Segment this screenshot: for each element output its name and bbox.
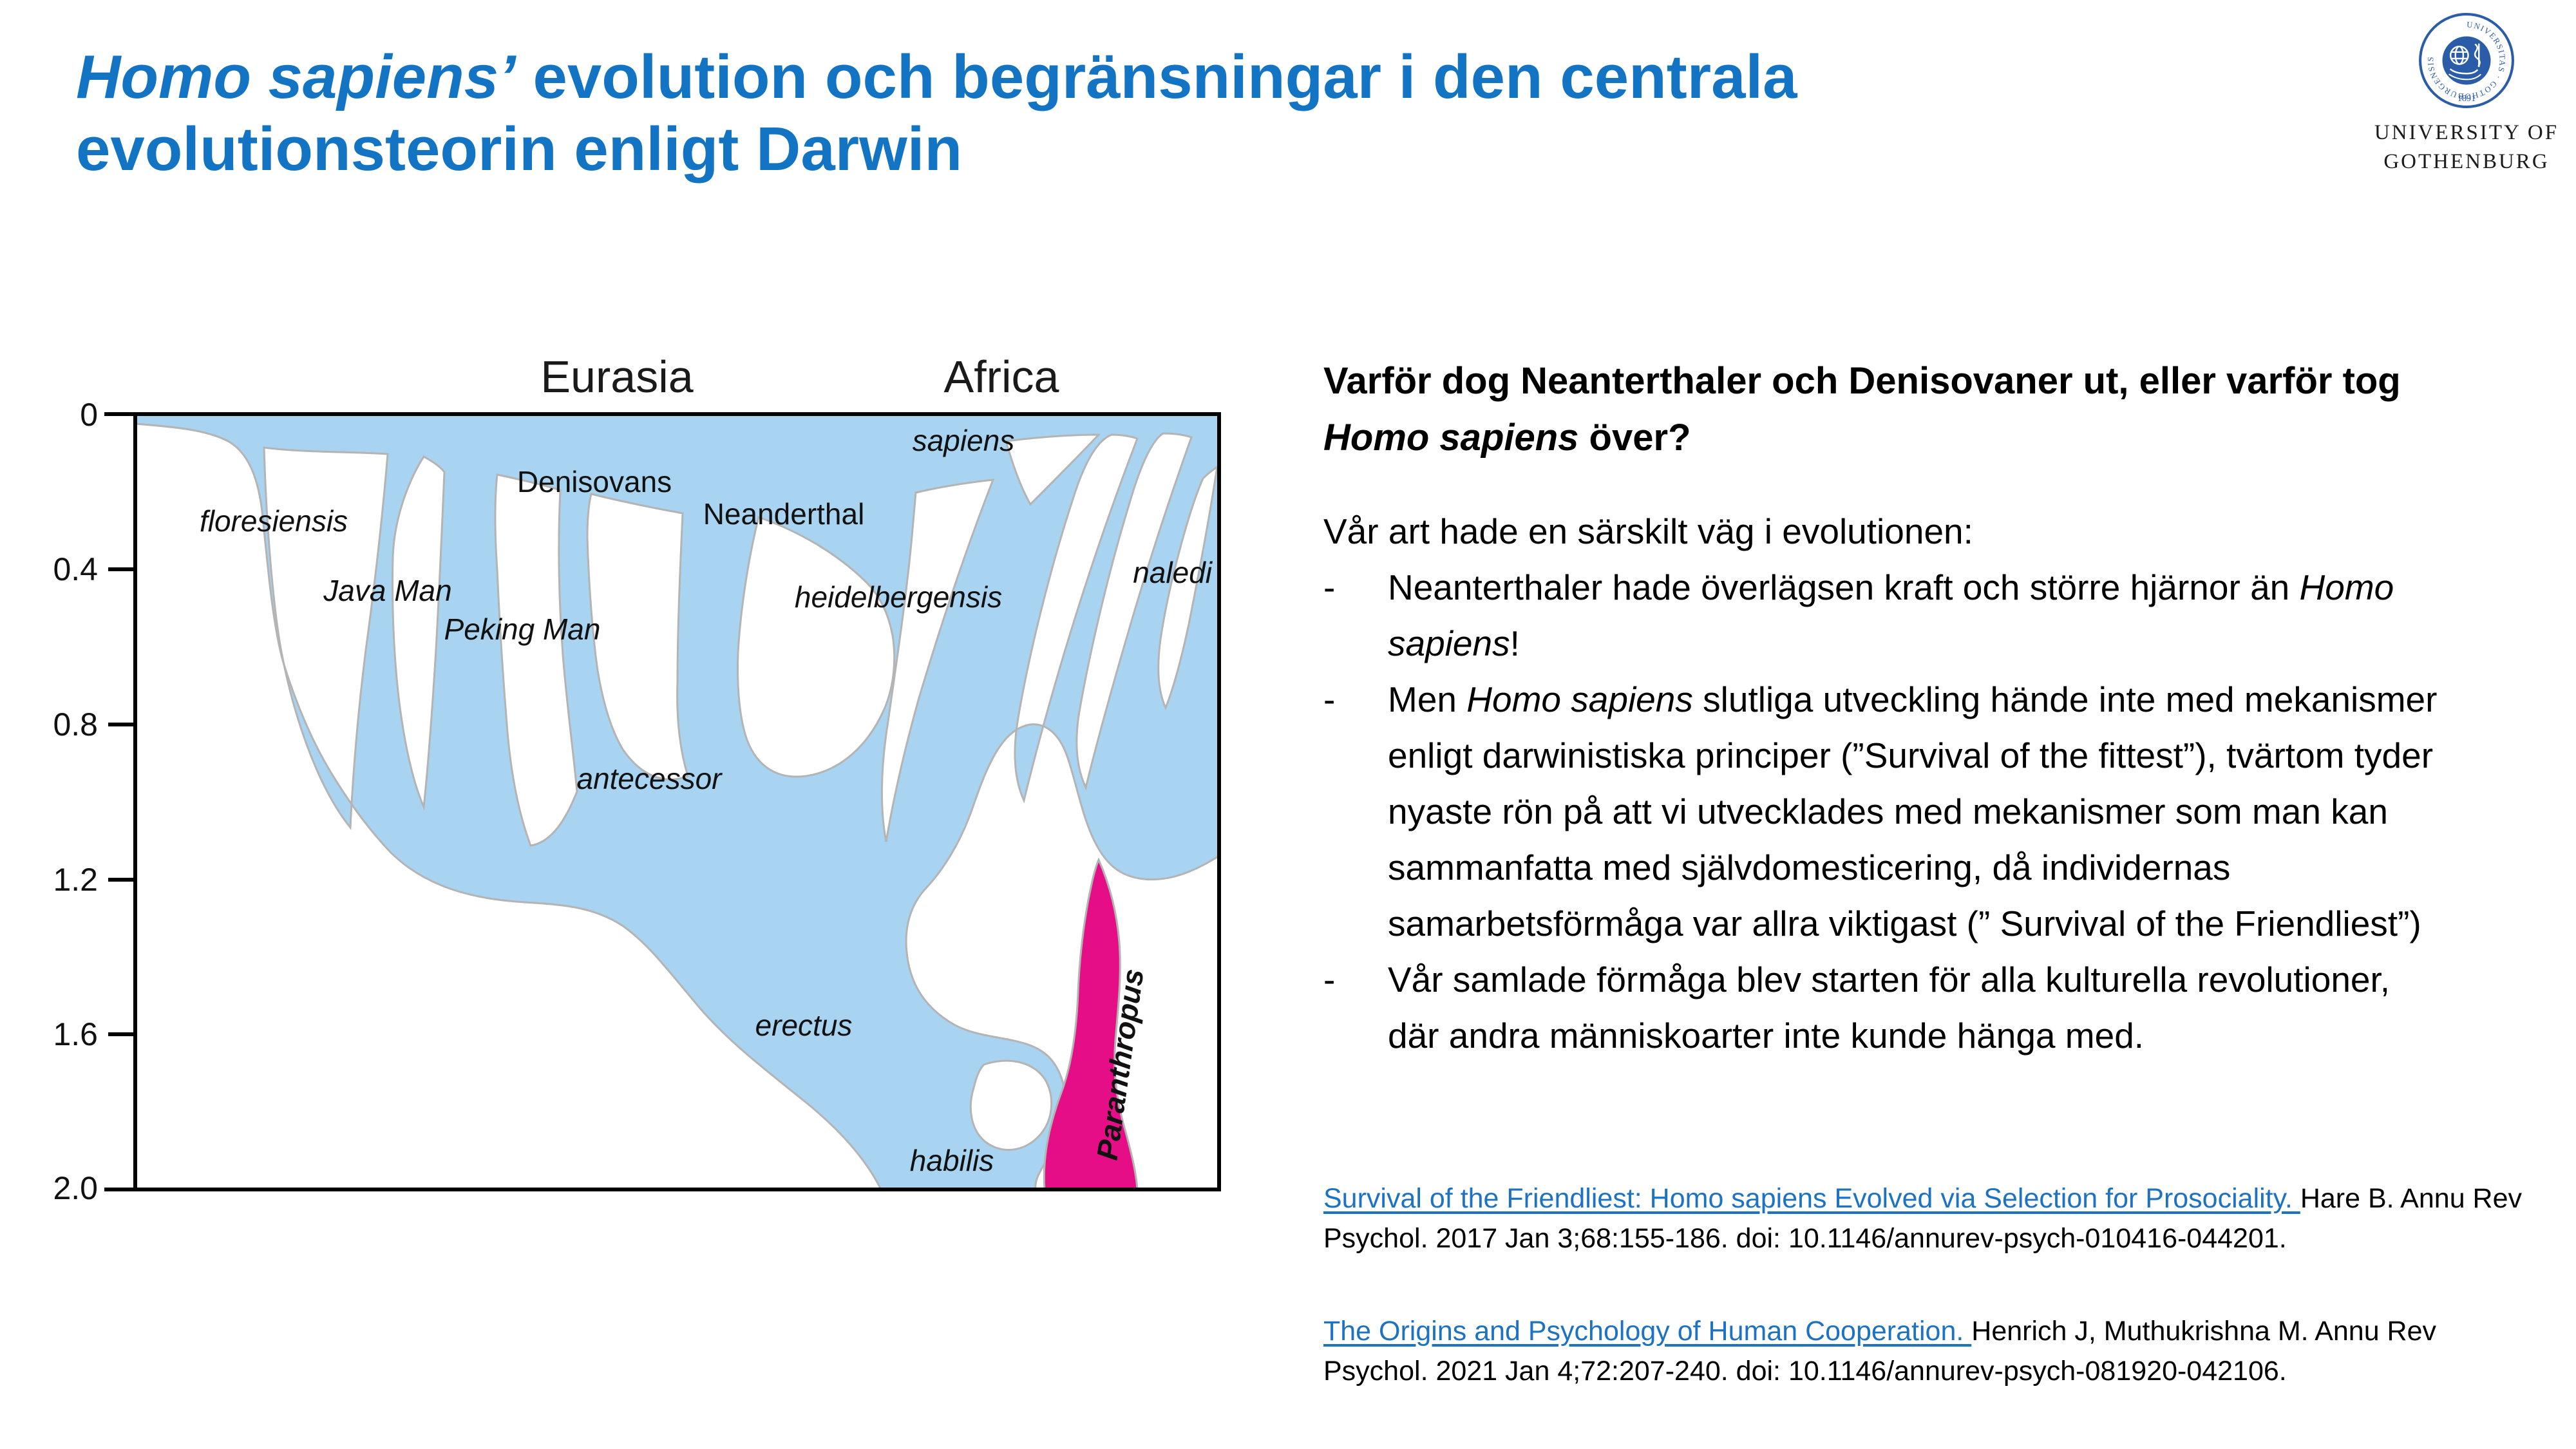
ytick-0: 0 [80,397,98,433]
bullet-item: - Men Homo sapiens slutliga utveckling h… [1323,672,2483,952]
reference-2-citation: Henrich J, Muthukrishna M. Annu Rev Psyc… [1323,1316,2437,1387]
bullet-text: Men Homo sapiens slutliga utveckling hän… [1388,679,2438,943]
y-axis-ticks [104,412,135,1191]
region-header-eurasia: Eurasia [540,352,693,402]
university-name-line1: UNIVERSITY OF [2374,121,2559,144]
reference-1: Survival of the Friendliest: Homo sapien… [1323,1179,2528,1258]
bullet-item: - Neanterthaler hade överlägsen kraft oc… [1323,560,2483,672]
university-seal-icon: UNIVERSITAS · GOTHOBURGENSIS 1891 [2419,13,2514,108]
species-label-peking-man: Peking Man [444,612,601,646]
ytick-1_6: 1.6 [53,1016,98,1052]
species-label-erectus: erectus [755,1009,853,1042]
seal-emblem [2448,43,2482,80]
panel-heading: Varför dog Neanterthaler och Denisovaner… [1323,360,2401,459]
species-label-naledi: naledi [1133,556,1213,589]
ytick-0_4: 0.4 [53,551,98,587]
species-label-floresiensis: floresiensis [200,504,348,538]
university-logo: UNIVERSITAS · GOTHOBURGENSIS 1891 UNIVER… [2318,12,2576,176]
species-label-antecessor: antecessor [576,762,723,795]
reference-1-citation: Hare B. Annu Rev Psychol. 2017 Jan 3;68:… [1323,1183,2523,1254]
region-header-africa: Africa [944,352,1059,402]
panel-intro: Vår art hade en särskilt väg i evolution… [1323,511,1973,551]
species-label-sapiens: sapiens [913,424,1015,457]
species-label-java-man: Java Man [323,574,451,607]
evolution-chart: Eurasia Africa floresiensis Denisovans N… [42,343,1229,1206]
bullet-text: Vår samlade förmåga blev starten för all… [1388,960,2391,1056]
species-label-neanderthal: Neanderthal [703,497,865,531]
homo-stream-shape [135,414,1219,1189]
university-name-line2: GOTHENBURG [2383,150,2550,173]
plot-border [133,412,1221,1191]
reference-1-link[interactable]: Survival of the Friendliest: Homo sapien… [1323,1183,2300,1214]
page-title: Homo sapiens’ evolution och begränsninga… [76,43,1797,184]
species-label-habilis: habilis [910,1144,994,1177]
bullet-marker: - [1323,960,1336,999]
bullet-marker: - [1323,679,1336,719]
panel-body: Vår art hade en särskilt väg i evolution… [1323,504,2483,1064]
ytick-1_2: 1.2 [53,862,98,898]
species-label-heidelbergensis: heidelbergensis [795,580,1002,614]
university-name: UNIVERSITY OF GOTHENBURG [2318,118,2576,176]
species-label-denisovans: Denisovans [517,465,672,498]
bullet-text: Neanterthaler hade överlägsen kraft och … [1388,567,2394,663]
bullet-item: - Vår samlade förmåga blev starten för a… [1323,952,2483,1064]
ytick-2_0: 2.0 [53,1170,98,1200]
reference-2-link[interactable]: The Origins and Psychology of Human Coop… [1323,1316,1972,1347]
bullet-marker: - [1323,567,1336,607]
ytick-0_8: 0.8 [53,706,98,743]
reference-2: The Origins and Psychology of Human Coop… [1323,1311,2528,1391]
evolution-chart-svg: Eurasia Africa floresiensis Denisovans N… [53,352,1221,1206]
y-axis-tick-labels: 0 0.4 0.8 1.2 1.6 2.0 [53,397,98,1206]
seal-year: 1891 [2458,93,2476,104]
paranthropus-shape [1043,857,1139,1189]
